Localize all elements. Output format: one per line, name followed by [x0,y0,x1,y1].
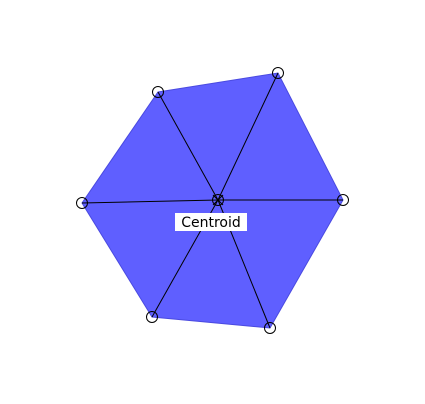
vertex-marker [264,322,276,334]
spoke-line [81,199,219,204]
vertex-marker [272,67,284,79]
spokes-group [81,72,343,329]
centroid-marker [212,194,224,206]
vertex-marker [76,197,88,209]
spoke-line [217,72,279,201]
vertex-marker [152,86,164,98]
centroid-cross [212,194,224,206]
vertex-marker [337,194,349,206]
centroid-label-background [175,213,247,231]
centroid-label: Centroid [175,213,247,231]
centroid-label-text: Centroid [181,215,241,231]
vertex-marker [146,311,158,323]
vertex-markers [76,67,349,334]
spoke-line [157,91,219,201]
